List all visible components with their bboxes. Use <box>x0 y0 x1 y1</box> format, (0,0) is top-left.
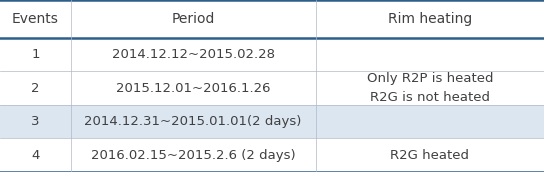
Text: 2014.12.12~2015.02.28: 2014.12.12~2015.02.28 <box>112 48 275 61</box>
Text: 2016.02.15~2015.2.6 (2 days): 2016.02.15~2015.2.6 (2 days) <box>91 149 295 162</box>
Bar <box>0 0 544 38</box>
Text: 4: 4 <box>31 149 40 162</box>
Bar <box>0 138 544 172</box>
Bar <box>0 71 544 105</box>
Text: Rim heating: Rim heating <box>388 12 472 26</box>
Text: 2014.12.31~2015.01.01(2 days): 2014.12.31~2015.01.01(2 days) <box>84 115 302 128</box>
Bar <box>0 105 544 138</box>
Text: R2G heated: R2G heated <box>390 149 469 162</box>
Text: 2015.12.01~2016.1.26: 2015.12.01~2016.1.26 <box>116 82 270 95</box>
Text: Period: Period <box>171 12 215 26</box>
Text: Events: Events <box>12 12 59 26</box>
Text: Only R2P is heated
R2G is not heated: Only R2P is heated R2G is not heated <box>367 72 493 104</box>
Text: 2: 2 <box>31 82 40 95</box>
Text: 1: 1 <box>31 48 40 61</box>
Text: 3: 3 <box>31 115 40 128</box>
Bar <box>0 38 544 71</box>
